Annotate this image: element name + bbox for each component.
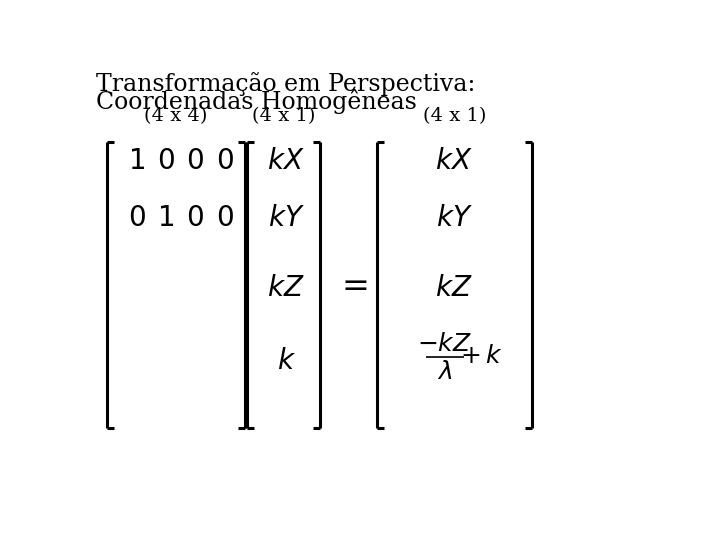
Text: $k$: $k$ bbox=[276, 348, 296, 375]
Text: $0$: $0$ bbox=[186, 147, 204, 174]
Text: Coordenadas Homogêneas: Coordenadas Homogêneas bbox=[96, 90, 417, 114]
Text: $+\,k$: $+\,k$ bbox=[460, 345, 503, 368]
Text: $-kZ$: $-kZ$ bbox=[418, 333, 472, 356]
Text: $kX$: $kX$ bbox=[267, 147, 305, 174]
Text: $kY$: $kY$ bbox=[436, 205, 472, 232]
Text: $0$: $0$ bbox=[216, 147, 234, 174]
Text: $kY$: $kY$ bbox=[268, 205, 305, 232]
Text: $kX$: $kX$ bbox=[436, 147, 473, 174]
Text: $0$: $0$ bbox=[127, 205, 145, 232]
Text: $0$: $0$ bbox=[216, 205, 234, 232]
Text: $1$: $1$ bbox=[158, 205, 174, 232]
Text: $kZ$: $kZ$ bbox=[436, 275, 473, 302]
Text: $\lambda$: $\lambda$ bbox=[437, 361, 453, 383]
Text: (4 x 1): (4 x 1) bbox=[423, 107, 486, 125]
Text: Transformação em Perspectiva:: Transformação em Perspectiva: bbox=[96, 72, 476, 97]
Text: $1$: $1$ bbox=[128, 147, 145, 174]
Text: $=$: $=$ bbox=[335, 269, 368, 301]
Text: $kZ$: $kZ$ bbox=[267, 275, 305, 302]
Text: $0$: $0$ bbox=[186, 205, 204, 232]
Text: (4 x 4): (4 x 4) bbox=[144, 107, 207, 125]
Text: (4 x 1): (4 x 1) bbox=[252, 107, 315, 125]
Text: $0$: $0$ bbox=[157, 147, 175, 174]
